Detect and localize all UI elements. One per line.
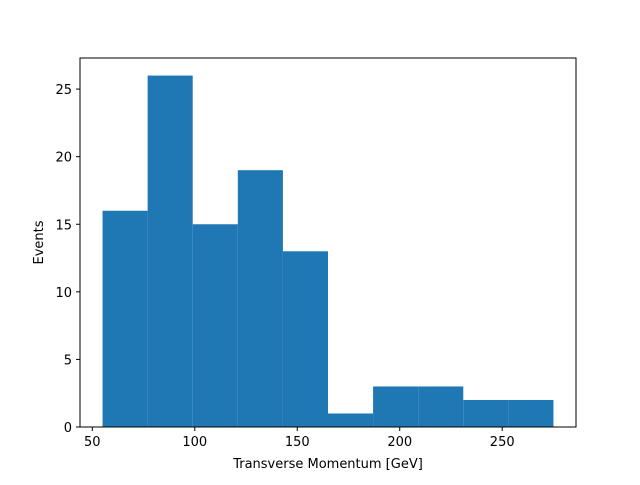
y-tick-label: 10	[55, 286, 72, 301]
plot-frame	[79, 57, 577, 428]
y-axis-label: Events	[32, 220, 47, 264]
histogram-bar	[418, 386, 464, 427]
x-axis-label: Transverse Momentum [GeV]	[232, 457, 423, 472]
y-tick-label: 20	[55, 151, 72, 166]
histogram-bar	[192, 224, 238, 427]
histogram-bar	[373, 386, 419, 427]
histogram-bar	[508, 399, 554, 427]
histogram-bar	[147, 75, 193, 428]
x-axis-ticks: 50 100 150 200 250	[84, 427, 515, 450]
y-tick-label: 15	[55, 218, 72, 233]
x-tick-label: 100	[182, 435, 207, 450]
y-axis-ticks: 0 5 10 15 20 25	[55, 83, 80, 436]
bars-group	[102, 75, 554, 428]
y-tick-label: 0	[64, 421, 72, 436]
histogram-bar	[463, 399, 509, 427]
x-tick-label: 250	[490, 435, 515, 450]
x-tick-label: 50	[84, 435, 101, 450]
histogram-bar	[328, 413, 374, 427]
x-tick-label: 200	[387, 435, 412, 450]
y-tick-label: 5	[64, 353, 72, 368]
histogram-bar	[282, 251, 328, 427]
y-tick-label: 25	[55, 83, 72, 98]
x-tick-label: 150	[285, 435, 310, 450]
histogram-bar	[102, 210, 148, 427]
histogram-bar	[237, 170, 283, 427]
